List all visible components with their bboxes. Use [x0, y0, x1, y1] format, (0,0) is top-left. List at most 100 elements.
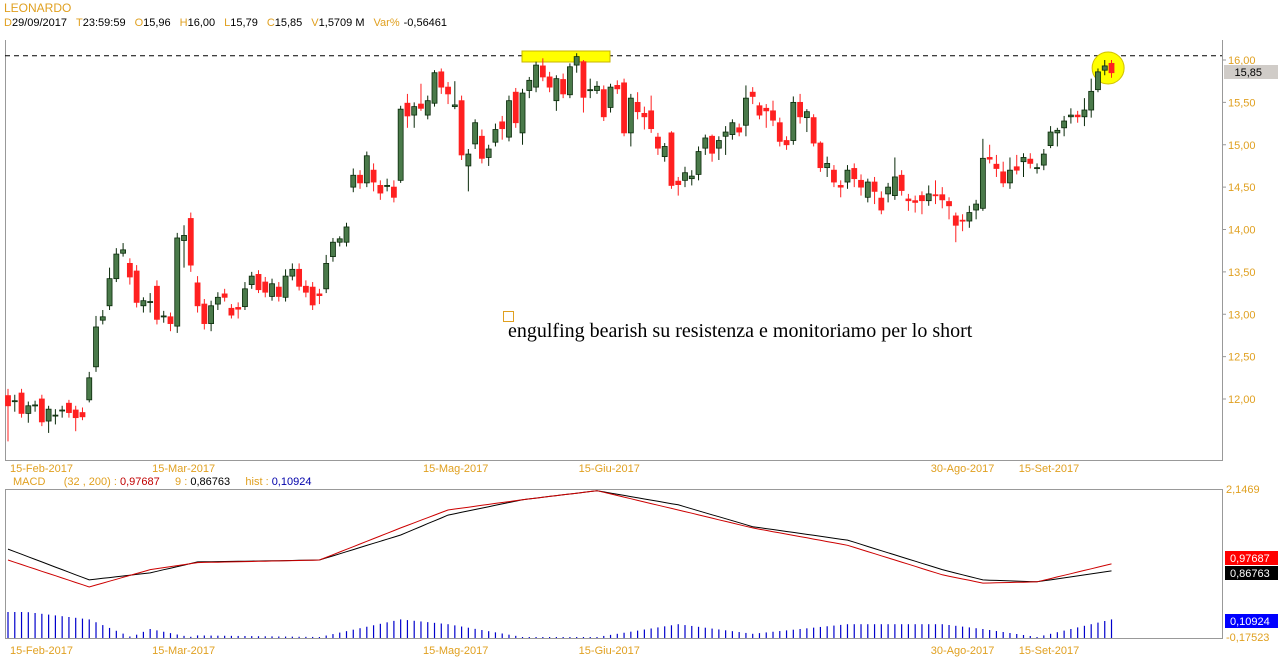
- quote-value: -0,56461: [403, 17, 448, 29]
- candle-body: [154, 285, 160, 320]
- candle-body: [343, 226, 350, 243]
- candle-body: [634, 101, 641, 113]
- candle-body: [993, 163, 1000, 169]
- candle: [878, 191, 885, 215]
- annotation-marker-icon[interactable]: [503, 311, 514, 322]
- candle-body: [126, 262, 133, 278]
- symbol-title: LEONARDO: [4, 1, 72, 15]
- signal-line: [7, 490, 1112, 583]
- candle: [45, 405, 52, 433]
- candle-body: [248, 275, 255, 285]
- macd-x-tick-label: 30-Ago-2017: [931, 645, 995, 657]
- candle: [627, 93, 634, 147]
- candle-body: [736, 127, 743, 133]
- quote-value: 15,85: [274, 17, 303, 29]
- candle: [302, 280, 309, 298]
- candle: [79, 407, 86, 421]
- quote-label: O: [134, 17, 144, 29]
- candle-body: [438, 71, 445, 88]
- candle-body: [140, 300, 147, 307]
- annotation-text[interactable]: engulfing bearish su resistenza e monito…: [508, 320, 973, 342]
- candle-body: [939, 194, 946, 201]
- candle: [797, 93, 803, 124]
- x-tick-label: 15-Giu-2017: [579, 463, 640, 475]
- candle: [181, 225, 187, 268]
- candle: [729, 119, 736, 140]
- candle-body: [120, 249, 126, 254]
- candle: [1013, 154, 1020, 175]
- candle-body: [269, 283, 275, 297]
- candle: [357, 170, 363, 189]
- candle-body: [357, 174, 363, 184]
- candle-body: [52, 414, 59, 417]
- candle-body: [167, 316, 174, 324]
- candle-body: [695, 151, 702, 175]
- candle-body: [675, 180, 682, 185]
- candle: [255, 270, 262, 294]
- candle: [573, 53, 580, 73]
- candle: [634, 92, 641, 120]
- macd-x-tick-label: 15-Feb-2017: [10, 645, 73, 657]
- candle-body: [966, 212, 973, 222]
- quote-value: 23:59:59: [82, 17, 126, 29]
- candle-body: [201, 303, 208, 324]
- candle: [756, 102, 763, 120]
- candle: [682, 166, 688, 188]
- candle-body: [1034, 167, 1040, 170]
- y-tick-label: 15,50: [1228, 97, 1256, 109]
- candle: [506, 95, 512, 142]
- candle: [485, 144, 492, 166]
- candle: [289, 263, 296, 281]
- candle: [919, 191, 925, 215]
- y-tick-label: 13,00: [1228, 309, 1256, 321]
- candle: [512, 87, 519, 128]
- signal-value: 0,86763: [190, 476, 231, 488]
- last-price-label: 15,85: [1234, 67, 1262, 79]
- candle: [445, 82, 451, 105]
- candle: [1108, 60, 1115, 78]
- candle: [194, 276, 201, 313]
- candle: [973, 199, 980, 220]
- candle-body: [986, 157, 993, 160]
- candle-body: [472, 122, 479, 145]
- candle-body: [749, 91, 756, 97]
- candle-body: [661, 146, 668, 158]
- candle-body: [1067, 114, 1074, 118]
- candle: [431, 70, 438, 107]
- candle: [208, 300, 215, 332]
- candle-body: [512, 91, 519, 124]
- candle-body: [594, 85, 600, 91]
- price-panel-frame: [5, 40, 1223, 461]
- candle: [11, 394, 18, 412]
- y-tick-label: 16,00: [1228, 55, 1256, 67]
- candle: [668, 131, 675, 189]
- candle: [86, 371, 93, 403]
- candle: [59, 405, 66, 418]
- candle: [641, 106, 648, 130]
- candle: [844, 165, 851, 189]
- quote-value: 29/09/2017: [11, 17, 68, 29]
- candle: [695, 146, 702, 181]
- candle-body: [770, 110, 776, 121]
- candle-body: [973, 203, 980, 211]
- candle-body: [93, 326, 99, 368]
- candle: [891, 157, 898, 200]
- candle: [837, 180, 844, 198]
- candle-body: [296, 268, 303, 287]
- candle-body: [465, 153, 472, 167]
- candle: [600, 85, 607, 122]
- candle-body: [18, 392, 25, 414]
- candle: [898, 170, 905, 196]
- candle-body: [1074, 114, 1081, 118]
- candle-body: [912, 200, 919, 203]
- candle-body: [106, 278, 113, 307]
- macd-panel-frame: [5, 489, 1223, 639]
- candle-body: [553, 78, 560, 102]
- candle-body: [682, 172, 688, 181]
- candle: [871, 176, 878, 205]
- candle: [539, 58, 546, 82]
- candle: [749, 87, 756, 105]
- candle: [404, 93, 411, 128]
- candle: [1095, 68, 1101, 93]
